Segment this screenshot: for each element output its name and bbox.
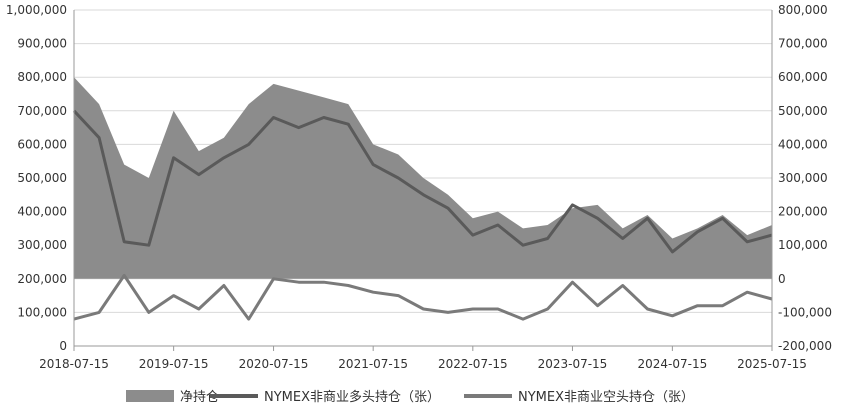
left-tick-label: 200,000 — [17, 272, 67, 286]
right-tick-label: 700,000 — [778, 37, 828, 51]
right-axis-tick-labels: -200,000 -100,000 0 100,000 200,000 300,000 40… — [778, 3, 832, 353]
right-tick-label: 500,000 — [778, 104, 828, 118]
right-tick-label: 100,000 — [778, 238, 828, 252]
right-tick-label: 600,000 — [778, 70, 828, 84]
position-lines-layer — [72, 109, 773, 321]
right-tick-label: -200,000 — [778, 339, 832, 353]
right-tick-label: 400,000 — [778, 137, 828, 151]
left-tick-label: 500,000 — [17, 171, 67, 185]
net-position-area-layer — [74, 77, 772, 279]
legend-label-net-position: 净持仓 — [180, 390, 219, 405]
left-tick-label: 100,000 — [17, 305, 67, 319]
right-tick-label: -100,000 — [778, 305, 832, 319]
legend: 净持仓 NYMEX非商业多头持仓（张） NYMEX非商业空头持仓（张） — [126, 389, 694, 405]
left-tick-label: 0 — [59, 339, 67, 353]
left-tick-label: 600,000 — [17, 137, 67, 151]
short-position-line — [73, 273, 773, 321]
left-tick-label: 900,000 — [17, 37, 67, 51]
long-position-line — [72, 109, 773, 254]
x-tick-label: 2022-07-15 — [438, 357, 508, 371]
x-tick-label: 2021-07-15 — [338, 357, 408, 371]
x-tick-label: 2019-07-15 — [139, 357, 209, 371]
left-tick-label: 1,000,000 — [6, 3, 67, 17]
right-tick-label: 0 — [778, 272, 786, 286]
left-tick-label: 700,000 — [17, 104, 67, 118]
x-tick-label: 2023-07-15 — [538, 357, 608, 371]
legend-label-long: NYMEX非商业多头持仓（张） — [264, 389, 440, 405]
left-tick-label: 800,000 — [17, 70, 67, 84]
net-position-area — [74, 77, 772, 279]
right-tick-label: 300,000 — [778, 171, 828, 185]
right-tick-label: 200,000 — [778, 205, 828, 219]
legend-label-short: NYMEX非商业空头持仓（张） — [518, 390, 694, 405]
x-tick-label: 2024-07-15 — [637, 357, 707, 371]
right-tick-label: 800,000 — [778, 3, 828, 17]
x-axis-tick-labels: 2018-07-15 2019-07-15 2020-07-15 2021-07-15… — [39, 357, 807, 371]
legend-swatch-net-position — [126, 390, 174, 402]
x-tick-label: 2018-07-15 — [39, 357, 109, 371]
x-tick-label: 2020-07-15 — [239, 357, 309, 371]
axes — [73, 10, 773, 351]
left-tick-label: 400,000 — [17, 205, 67, 219]
x-tick-label: 2025-07-15 — [737, 357, 807, 371]
left-tick-label: 300,000 — [17, 238, 67, 252]
left-axis-tick-labels: 0 100,000 200,000 300,000 400,000 500,000 600,… — [6, 3, 67, 353]
